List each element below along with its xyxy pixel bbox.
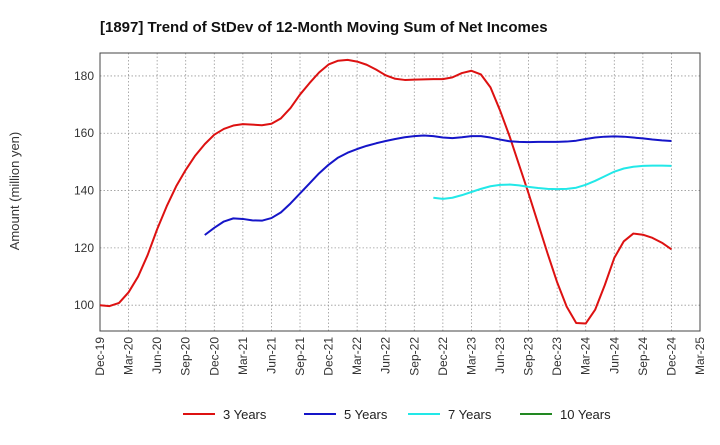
x-tick-label: Dec-21	[322, 337, 336, 376]
x-tick-label: Sep-22	[407, 337, 421, 376]
x-tick-label: Jun-20	[150, 337, 164, 374]
x-tick-label: Dec-20	[207, 337, 221, 376]
series-line-7-years	[433, 164, 672, 200]
x-tick-label: Mar-25	[693, 337, 707, 375]
x-tick-label: Jun-23	[493, 337, 507, 374]
plot-frame	[99, 52, 701, 332]
x-tick-label: Sep-23	[522, 337, 536, 376]
x-tick-label: Dec-22	[436, 337, 450, 376]
legend-label-3-years: 3 Years	[223, 407, 267, 422]
chart-title: [1897] Trend of StDev of 12-Month Moving…	[100, 19, 548, 36]
x-tick-label: Dec-19	[93, 337, 107, 376]
legend-label-10-years: 10 Years	[560, 407, 611, 422]
x-tick-label: Dec-24	[664, 337, 678, 376]
legend: 3 Years 5 Years 7 Years 10 Years	[183, 407, 611, 422]
x-tick-label: Dec-23	[550, 337, 564, 376]
series-line-3-years	[99, 58, 672, 325]
x-tick-label: Mar-23	[464, 337, 478, 375]
x-tick-label: Sep-24	[636, 337, 650, 376]
x-tick-label: Mar-21	[236, 337, 250, 375]
legend-label-7-years: 7 Years	[448, 407, 492, 422]
grid-lines	[99, 53, 701, 331]
x-tick-label: Sep-21	[293, 337, 307, 376]
x-tick-label: Mar-22	[350, 337, 364, 375]
x-tick-label: Sep-20	[179, 337, 193, 376]
y-axis-label: Amount (million yen)	[7, 132, 22, 251]
axes: Dec-19 Mar-20 Jun-20 Sep-20 Dec-20 Mar-21 Jun-…	[74, 52, 707, 376]
y-tick-label: 160	[74, 126, 94, 140]
series-lines	[99, 58, 672, 325]
x-tick-label: Jun-22	[379, 337, 393, 374]
legend-label-5-years: 5 Years	[344, 407, 388, 422]
y-tick-label: 120	[74, 241, 94, 255]
y-tick-label: 180	[74, 69, 94, 83]
y-tick-label: 140	[74, 184, 94, 198]
y-tick-label: 100	[74, 298, 94, 312]
x-tick-label: Jun-24	[607, 337, 621, 374]
series-line-5-years	[204, 134, 672, 236]
x-tick-label: Mar-24	[579, 337, 593, 375]
x-tick-label: Mar-20	[122, 337, 136, 375]
x-tick-label: Jun-21	[264, 337, 278, 374]
